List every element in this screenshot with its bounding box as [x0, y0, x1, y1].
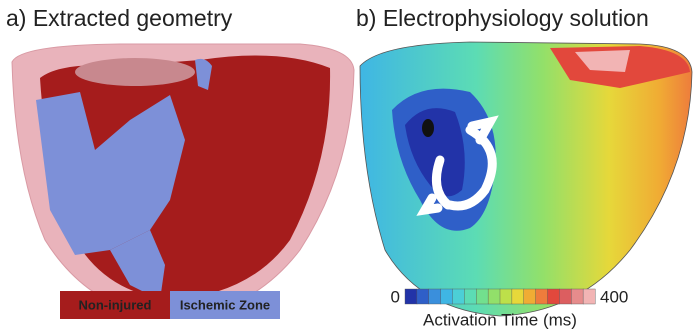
panel-title: a) Extracted geometry	[6, 5, 233, 31]
colorbar-segment	[536, 289, 548, 304]
colorbar-segment	[417, 289, 429, 304]
colorbar-tick-label: 400	[600, 287, 628, 306]
colorbar-label: Activation Time (ms)	[423, 310, 577, 329]
colorbar-segment	[500, 289, 512, 304]
colorbar-segment	[464, 289, 476, 304]
colorbar-segment	[524, 289, 536, 304]
colorbar-segment	[441, 289, 453, 304]
figure: a) Extracted geometry b) Electrophysiolo…	[0, 0, 696, 332]
colorbar-segment	[559, 289, 571, 304]
colorbar-segment	[548, 289, 560, 304]
heart-geometry	[12, 44, 354, 318]
colorbar-segment	[583, 289, 595, 304]
panel-title: b) Electrophysiology solution	[356, 5, 649, 31]
colorbar-segment	[429, 289, 441, 304]
legend-label: Non-injured	[79, 297, 152, 312]
legend: Non-injured Ischemic Zone	[60, 291, 280, 319]
colorbar-segment	[512, 289, 524, 304]
legend-label: Ischemic Zone	[180, 297, 270, 312]
colorbar-segment	[405, 289, 417, 304]
heart-activation-map	[360, 42, 692, 316]
colorbar-segment	[488, 289, 500, 304]
colorbar-tick-label: 0	[391, 287, 400, 306]
colorbar-segment	[453, 289, 465, 304]
colorbar-segment	[476, 289, 488, 304]
colorbar-segment	[571, 289, 583, 304]
